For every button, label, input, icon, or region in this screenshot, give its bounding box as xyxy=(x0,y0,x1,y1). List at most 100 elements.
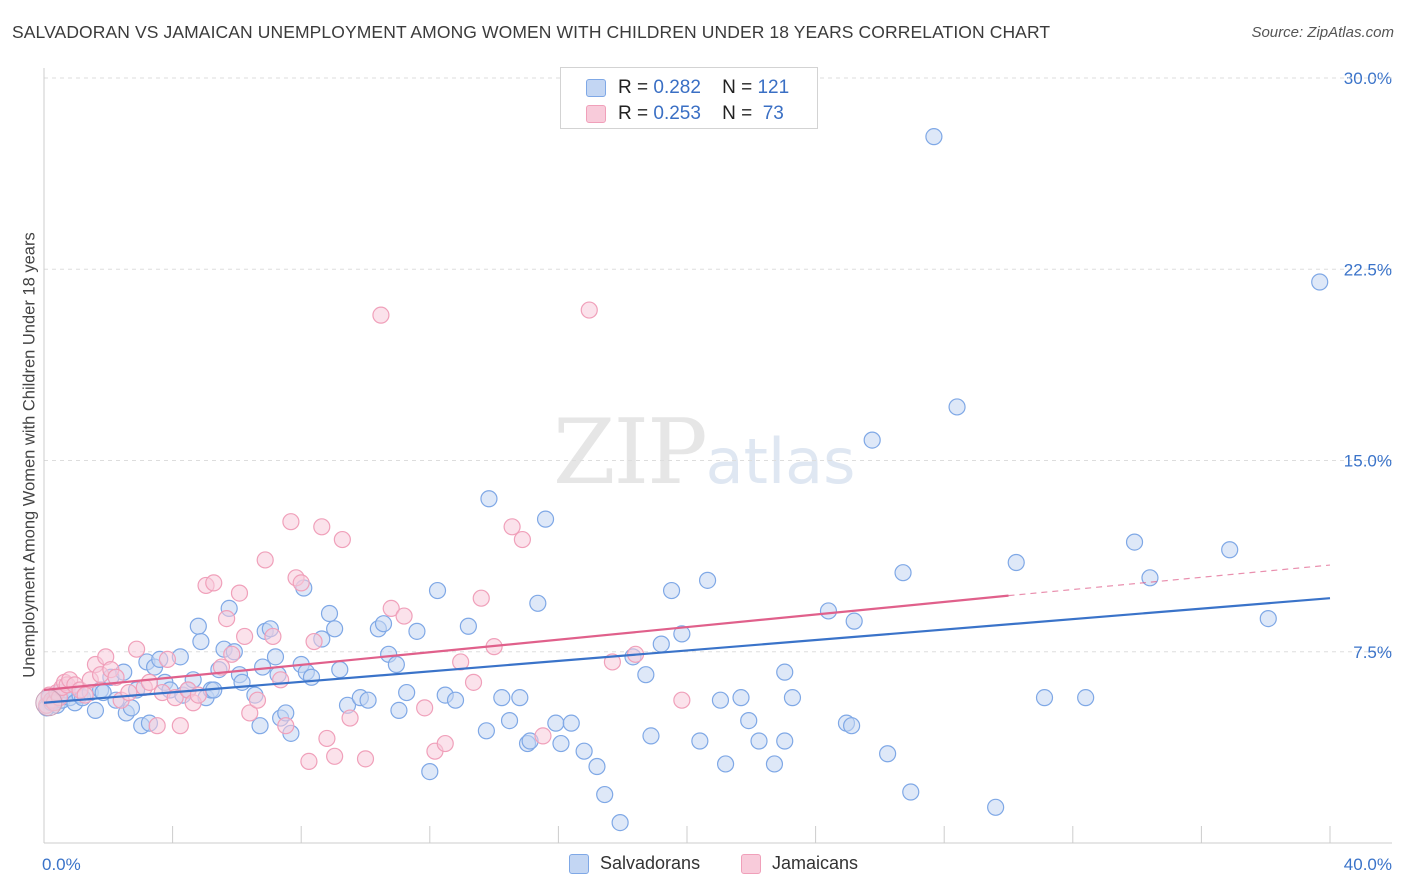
jamaican-point xyxy=(356,750,375,768)
x-tick-label: 0.0% xyxy=(42,855,81,874)
salvadoran-point xyxy=(547,714,565,732)
salvadoran-point xyxy=(711,691,730,709)
jamaican-point xyxy=(372,306,390,324)
salvadoran-point xyxy=(1259,609,1277,628)
jamaican-point xyxy=(264,627,282,646)
jamaican-point xyxy=(300,752,318,771)
salvadoran-point xyxy=(662,581,681,600)
salvadoran-point xyxy=(819,602,838,620)
salvadoran-point xyxy=(776,732,794,750)
bottom-legend-label: Salvadorans xyxy=(600,853,701,873)
salvadoran-point xyxy=(374,615,393,633)
legend-n-label: N = xyxy=(722,103,753,124)
salvadoran-point xyxy=(189,617,207,635)
jamaican-point xyxy=(230,584,249,602)
salvadoran-point xyxy=(408,622,426,640)
salvadoran-point xyxy=(493,689,511,707)
bottom-legend-label: Jamaicans xyxy=(772,853,859,873)
y-axis-label: Unemployment Among Women with Children U… xyxy=(20,232,39,678)
legend-n-label: N = xyxy=(722,77,753,98)
jamaican-point xyxy=(472,589,490,607)
salvadoran-point xyxy=(302,668,321,686)
jamaican-point xyxy=(436,734,454,753)
salvadoran-point xyxy=(1311,273,1329,291)
x-tick-label: 40.0% xyxy=(1344,855,1392,874)
legend-n-value: 73 xyxy=(762,103,784,124)
jamaican-point xyxy=(127,640,146,658)
legend-r-label: R = xyxy=(618,103,649,124)
jamaican-point xyxy=(223,645,241,663)
jamaican-point xyxy=(218,609,236,628)
salvadoran-trendline xyxy=(43,597,1331,704)
jamaican-point xyxy=(313,518,331,536)
legend-r-label: R = xyxy=(618,77,649,98)
jamaican-point xyxy=(292,574,310,592)
salvadoran-point xyxy=(390,701,408,720)
jamaican-point xyxy=(107,668,125,686)
jamaican-point xyxy=(205,574,223,592)
jamaican-point xyxy=(534,727,552,745)
jamaican-point xyxy=(158,650,177,669)
bottom-legend-swatch-pink xyxy=(741,854,761,874)
salvadoran-point xyxy=(740,711,758,730)
salvadoran-point xyxy=(1125,533,1144,551)
watermark-atlas: atlas xyxy=(705,425,856,498)
legend-r-value: 0.253 xyxy=(653,103,701,124)
jamaican-point xyxy=(382,599,400,618)
jamaican-point xyxy=(241,704,259,722)
jamaican-point xyxy=(580,301,598,319)
salvadoran-point xyxy=(716,755,735,773)
jamaican-point xyxy=(248,691,267,709)
jamaican-point xyxy=(277,717,295,735)
jamaican-point xyxy=(673,691,691,709)
salvadoran-point xyxy=(642,727,660,745)
salvadoran-point xyxy=(398,683,416,702)
jamaican-point xyxy=(318,729,336,748)
jamaican-point xyxy=(503,518,521,536)
salvadoran-point xyxy=(673,625,691,643)
salvadoran-point xyxy=(596,785,614,804)
salvadoran-point xyxy=(359,691,377,709)
salvadoran-point xyxy=(552,734,570,753)
salvadoran-point xyxy=(732,689,750,707)
salvadoran-point xyxy=(652,635,670,653)
watermark-zip: ZIP xyxy=(553,400,708,505)
jamaican-trendline-extension xyxy=(1008,564,1331,597)
salvadoran-point xyxy=(331,660,349,679)
salvadoran-point xyxy=(879,745,897,763)
correlation-legend: R = 0.282 N = 121 R = 0.253 N = 73 xyxy=(560,67,818,129)
legend-swatch-blue xyxy=(586,79,606,97)
salvadoran-point xyxy=(698,571,717,589)
jamaican-point xyxy=(326,747,344,765)
jamaican-point xyxy=(416,699,434,717)
salvadoran-point xyxy=(428,581,447,600)
bottom-legend-swatch-blue xyxy=(569,854,589,874)
legend-n-value: 121 xyxy=(757,77,790,98)
salvadoran-point xyxy=(459,617,477,635)
salvadoran-point xyxy=(637,666,655,684)
salvadoran-point xyxy=(446,691,465,709)
jamaican-point xyxy=(272,671,290,689)
chart-title: SALVADORAN VS JAMAICAN UNEMPLOYMENT AMON… xyxy=(12,22,1051,42)
salvadoran-point xyxy=(843,717,861,735)
salvadoran-point xyxy=(783,689,802,707)
jamaican-point xyxy=(341,709,359,727)
jamaican-point xyxy=(212,658,231,676)
jamaican-point xyxy=(464,673,483,691)
salvadoran-point xyxy=(86,701,105,720)
salvadoran-point xyxy=(1007,553,1025,572)
watermark: ZIPatlas xyxy=(553,400,855,505)
salvadoran-point xyxy=(776,663,794,681)
salvadoran-point xyxy=(1035,689,1054,707)
salvadoran-point xyxy=(251,717,269,735)
salvadoran-point xyxy=(500,711,519,730)
salvadoran-point xyxy=(588,757,606,776)
jamaican-point xyxy=(120,683,138,702)
y-tick-label: 22.5% xyxy=(1344,260,1392,279)
jamaican-point xyxy=(282,513,300,531)
y-tick-label: 7.5% xyxy=(1353,643,1392,662)
salvadoran-point xyxy=(326,620,344,638)
salvadoran-point xyxy=(750,732,768,750)
salvadoran-point xyxy=(902,783,920,801)
